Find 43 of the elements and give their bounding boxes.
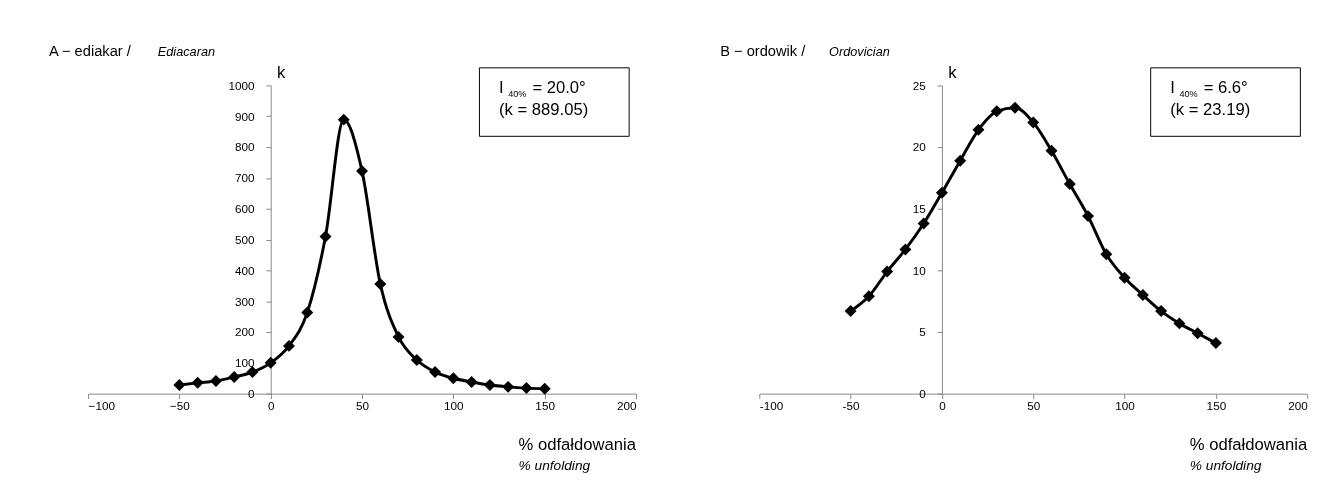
x-tick-label: 0: [267, 398, 275, 412]
x-tick-label: 200: [1288, 398, 1309, 412]
text: % unfolding: [518, 457, 591, 473]
y-axis-title: k: [948, 63, 958, 83]
text: % unfolding: [1189, 457, 1262, 473]
chart-title: A − ediakar /: [48, 43, 132, 60]
y-tick-label: 100: [234, 356, 256, 370]
x-tick-label: 50: [1027, 398, 1041, 412]
y-tick-label: 0: [919, 387, 927, 401]
x-axis-title: % odfałdowania: [518, 435, 637, 455]
y-tick-label: 15: [912, 202, 927, 216]
y-tick-label: 0: [248, 387, 256, 401]
x-tick-label: 150: [535, 398, 556, 412]
y-tick-label: 200: [234, 325, 256, 339]
x-axis-title: % odfałdowania: [1189, 435, 1308, 455]
x-tick-label: 100: [1115, 398, 1136, 412]
x-tick-label: −50: [169, 398, 191, 412]
x-tick-label: 200: [616, 398, 637, 412]
y-tick-label: 800: [234, 140, 256, 154]
x-tick-label: 0: [939, 398, 947, 412]
x-tick-label: −100: [88, 398, 116, 412]
y-tick-label: 20: [912, 140, 927, 154]
chart-subtitle: Ordovician: [829, 44, 890, 60]
x-tick-label: 150: [1206, 398, 1227, 412]
x-tick-label: -100: [759, 398, 784, 412]
y-tick-label: 1000: [228, 78, 256, 92]
y-tick-label: 300: [234, 294, 256, 308]
y-tick-label: 25: [912, 78, 927, 92]
y-tick-label: 900: [234, 109, 256, 123]
y-tick-label: 700: [234, 171, 256, 185]
annotation: (k = 23.19): [1170, 99, 1251, 119]
y-tick-label: 10: [912, 263, 927, 277]
annotation: (k = 889.05): [499, 99, 589, 119]
y-tick-label: 500: [234, 232, 256, 246]
y-tick-label: 5: [919, 325, 927, 339]
x-tick-label: 50: [355, 398, 370, 412]
x-tick-label: -50: [842, 398, 861, 412]
y-tick-label: 600: [234, 202, 256, 216]
y-axis-title: k: [277, 63, 287, 83]
chart-title: B − ordowik /: [720, 43, 807, 60]
chart-subtitle: Ediacaran: [157, 44, 216, 60]
y-tick-label: 400: [234, 263, 256, 277]
x-tick-label: 100: [444, 398, 465, 412]
